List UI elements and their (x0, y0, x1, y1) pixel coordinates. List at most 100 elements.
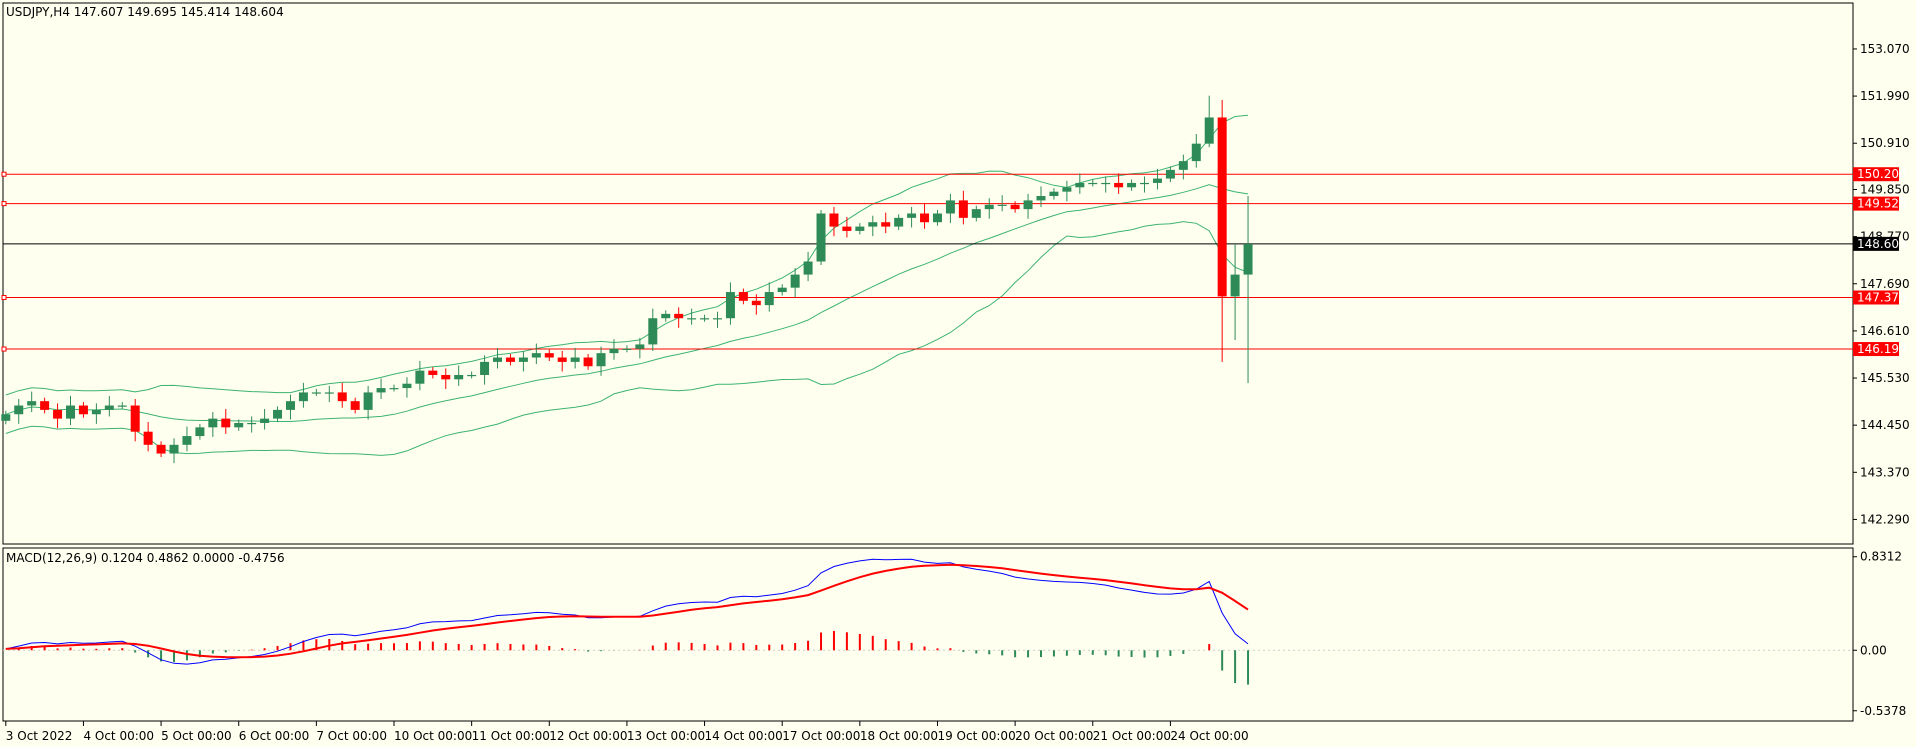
level-price-tag (1853, 167, 1899, 182)
candle-body (622, 348, 632, 350)
candle-body (376, 388, 386, 393)
candle-body (1204, 117, 1214, 144)
time-tick-label: 19 Oct 00:00 (937, 729, 1015, 743)
candle-body (66, 405, 75, 419)
candle-body (467, 374, 477, 377)
time-tick-label: 12 Oct 00:00 (549, 729, 627, 743)
level-price-label: 146.194 (1857, 342, 1907, 356)
time-tick-label: 14 Oct 00:00 (705, 729, 783, 743)
price-tick-label: 148.770 (1860, 230, 1910, 244)
candle-body (441, 374, 451, 380)
candle-body (428, 370, 438, 375)
candle-body (415, 370, 425, 384)
candle-body (505, 357, 515, 362)
time-tick-label: 3 Oct 2022 (6, 729, 73, 743)
level-price-tag (1853, 290, 1899, 305)
candle-body (493, 357, 503, 362)
candle-body (674, 313, 684, 319)
bollinger-upper-band (5, 114, 1249, 396)
candle-body (221, 418, 231, 428)
candle-body (182, 436, 192, 445)
candle-body (260, 418, 270, 423)
upper-band-line (5, 114, 1249, 396)
main-plot-frame (2, 2, 1854, 545)
time-tick-label: 5 Oct 00:00 (161, 729, 232, 743)
candle-body (790, 274, 800, 288)
candle-body (1023, 200, 1033, 210)
candle-body (713, 318, 722, 320)
candle-body (234, 422, 244, 428)
candle-body (1243, 244, 1253, 275)
candle-body (480, 361, 490, 375)
candle-body (945, 200, 955, 214)
time-tick-label: 24 Oct 00:00 (1170, 729, 1248, 743)
candle-body (1049, 191, 1059, 197)
candle-body (1036, 196, 1046, 201)
time-tick-label: 21 Oct 00:00 (1093, 729, 1171, 743)
price-tick-label: 142.290 (1860, 512, 1910, 526)
time-tick-label: 6 Oct 00:00 (239, 729, 310, 743)
price-tick-label: 150.910 (1860, 136, 1910, 150)
candle-body (738, 292, 748, 301)
candle-body (156, 444, 166, 454)
candle-body (596, 353, 606, 367)
candle-body (997, 204, 1007, 206)
price-tick-label: 153.070 (1860, 42, 1910, 56)
candle-body (751, 300, 761, 306)
signal-line (5, 563, 1249, 659)
time-tick-label: 17 Oct 00:00 (782, 729, 860, 743)
level-price-label: 149.526 (1857, 197, 1907, 211)
candle-body (557, 357, 567, 362)
candle-body (583, 357, 593, 367)
candle-body (78, 405, 88, 415)
candle-body (531, 353, 541, 358)
candle-body (195, 427, 205, 437)
candle-body (920, 213, 930, 223)
candle-body (777, 287, 787, 293)
candle-body (648, 318, 658, 345)
candle-body (894, 217, 904, 227)
candle-body (958, 200, 968, 218)
price-tick-label: 143.370 (1860, 465, 1910, 479)
candle-body (1075, 182, 1085, 188)
candle-body (1178, 161, 1188, 170)
candle-body (53, 409, 63, 419)
price-axis: 153.070 151.990 150.910 149.850 148.770 147.6… (1853, 42, 1910, 526)
macd-tick-label: -0.5378 (1860, 704, 1906, 718)
candle-body (570, 357, 580, 362)
candle-body (324, 392, 334, 394)
candle-body (40, 401, 50, 410)
candle-body (1165, 169, 1175, 179)
candle-body (91, 409, 101, 415)
candle-body (1062, 187, 1072, 192)
macd-tick-label: 0.00 (1860, 643, 1887, 657)
time-axis: 3 Oct 2022 4 Oct 00:00 5 Oct 00:00 6 Oct 00… (5, 721, 1249, 743)
candle-body (1010, 204, 1020, 210)
candle-body (635, 344, 645, 349)
level-anchor (1, 346, 7, 352)
candle-body (27, 401, 37, 406)
lower-band-line (5, 221, 1249, 456)
time-tick-label: 20 Oct 00:00 (1015, 729, 1093, 743)
time-tick-label: 11 Oct 00:00 (472, 729, 550, 743)
time-tick-label: 18 Oct 00:00 (860, 729, 938, 743)
candle-body (117, 405, 127, 407)
candle-body (208, 418, 218, 428)
candle-body (143, 431, 153, 445)
candle-body (1140, 182, 1150, 185)
candle-body (363, 392, 373, 410)
candlestick-series (1, 95, 1253, 464)
candle-body (725, 292, 735, 319)
candle-body (816, 213, 826, 262)
candle-body (829, 213, 839, 227)
candle-body (1230, 274, 1240, 297)
candle-body (842, 226, 852, 231)
horizontal-levels[interactable]: 150.200 149.526 147.375 146.194 148.604 (1, 167, 1907, 357)
candle-body (661, 313, 671, 319)
time-tick-label: 13 Oct 00:00 (627, 729, 705, 743)
candle-body (764, 292, 774, 306)
candle-body (104, 405, 114, 410)
candle-body (544, 353, 554, 358)
